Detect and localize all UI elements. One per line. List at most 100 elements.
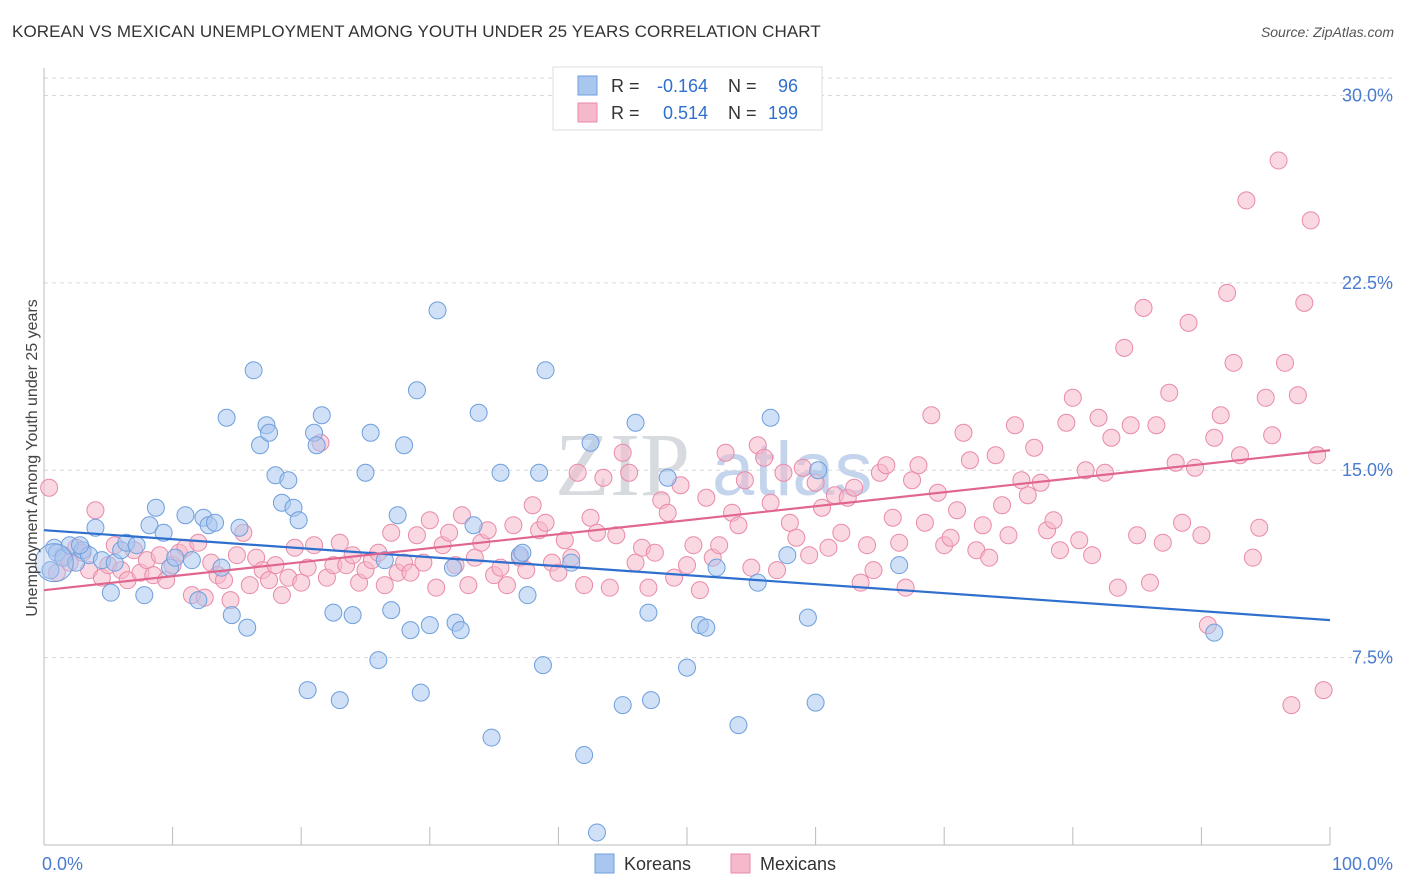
- mexicans-point: [1121, 416, 1140, 435]
- koreans-point: [382, 601, 401, 620]
- koreans-point: [212, 558, 231, 577]
- mexicans-point: [555, 531, 574, 550]
- mexicans-point: [922, 406, 941, 425]
- mexicans-point: [459, 576, 478, 595]
- mexicans-point: [189, 533, 208, 552]
- mexicans-point: [440, 523, 459, 542]
- mexicans-point: [1211, 406, 1230, 425]
- mexicans-point: [793, 458, 812, 477]
- koreans-point: [518, 586, 537, 605]
- mexicans-point: [684, 536, 703, 555]
- x-tick-labels: 0.0% 100.0%: [42, 854, 1393, 874]
- koreans-r-label: R =: [611, 76, 640, 96]
- mexicans-point: [1134, 298, 1153, 317]
- mexicans-point: [1018, 486, 1037, 505]
- mexicans-point: [536, 513, 555, 532]
- koreans-point: [222, 606, 241, 625]
- mexicans-point: [1275, 353, 1294, 372]
- koreans-point: [375, 551, 394, 570]
- koreans-point: [388, 506, 407, 525]
- legend-mexicans-label: Mexicans: [760, 854, 836, 874]
- mexicans-point: [1044, 511, 1063, 530]
- mexicans-point: [645, 543, 664, 562]
- mexicans-point: [305, 536, 324, 555]
- mexicans-point: [690, 581, 709, 600]
- legend-koreans-swatch: [594, 853, 615, 874]
- koreans-n-value: 96: [778, 76, 798, 96]
- koreans-point: [1205, 623, 1224, 642]
- mexicans-point: [710, 536, 729, 555]
- koreans-point: [658, 468, 677, 487]
- koreans-point: [491, 463, 510, 482]
- mexicans-point: [1115, 338, 1134, 357]
- koreans-point: [307, 436, 326, 455]
- mexicans-point: [1025, 438, 1044, 457]
- mexicans-point: [1256, 388, 1275, 407]
- mexicans-point: [1282, 696, 1301, 715]
- koreans-point: [154, 523, 173, 542]
- mexicans-point: [1128, 526, 1147, 545]
- mexicans-point: [768, 561, 787, 580]
- koreans-swatch: [577, 75, 598, 96]
- mexicans-point: [1012, 471, 1031, 490]
- mexicans-point: [587, 523, 606, 542]
- mexicans-point: [1263, 426, 1282, 445]
- koreans-point: [146, 498, 165, 517]
- koreans-point: [251, 436, 270, 455]
- y-tick-label: 30.0%: [1342, 85, 1393, 105]
- koreans-point: [587, 823, 606, 842]
- koreans-point: [451, 621, 470, 640]
- bottom-legend: Koreans Mexicans: [594, 853, 836, 874]
- mexicans-point: [800, 546, 819, 565]
- mexicans-point: [883, 508, 902, 527]
- mexicans-point: [1108, 578, 1127, 597]
- mexicans-point: [240, 576, 259, 595]
- koreans-point: [626, 413, 645, 432]
- mexicans-point: [1057, 413, 1076, 432]
- koreans-point: [428, 301, 447, 320]
- mexicans-point: [1173, 513, 1192, 532]
- mexicans-point: [1301, 211, 1320, 230]
- koreans-point: [182, 551, 201, 570]
- mexicans-point: [761, 493, 780, 512]
- axes: [43, 68, 1331, 846]
- koreans-point: [361, 423, 380, 442]
- koreans-point: [140, 516, 159, 535]
- mexicans-point: [1140, 573, 1159, 592]
- koreans-point: [176, 506, 195, 525]
- mexicans-point: [755, 448, 774, 467]
- mexicans-point: [658, 503, 677, 522]
- mexicans-trend-line: [43, 449, 1331, 592]
- mexicans-swatch: [577, 102, 598, 123]
- mexicans-point: [272, 586, 291, 605]
- koreans-point: [135, 586, 154, 605]
- mexicans-point: [999, 526, 1018, 545]
- mexicans-point: [941, 528, 960, 547]
- koreans-point: [697, 618, 716, 637]
- koreans-point: [809, 461, 828, 480]
- koreans-point: [641, 691, 660, 710]
- source-credit: Source: ZipAtlas.com: [1260, 24, 1394, 40]
- koreans-point: [127, 536, 146, 555]
- koreans-point: [748, 573, 767, 592]
- koreans-point: [101, 583, 120, 602]
- mexicans-point: [639, 578, 658, 597]
- mexicans-point: [607, 526, 626, 545]
- mexicans-point: [298, 558, 317, 577]
- koreans-r-value: -0.164: [657, 76, 708, 96]
- mexicans-point: [1224, 353, 1243, 372]
- mexicans-point: [568, 463, 587, 482]
- mexicans-point: [1147, 416, 1166, 435]
- mexicans-point: [1314, 681, 1333, 700]
- mexicans-point: [452, 506, 471, 525]
- mexicans-point: [1185, 458, 1204, 477]
- koreans-point: [298, 681, 317, 700]
- stats-legend: R = -0.164 N = 96 R = 0.514 N = 199: [552, 66, 823, 131]
- x-tick-label-max: 100.0%: [1332, 854, 1393, 874]
- koreans-point: [729, 716, 748, 735]
- koreans-point: [407, 381, 426, 400]
- koreans-point: [575, 746, 594, 765]
- mexicans-point: [401, 563, 420, 582]
- mexicans-point: [414, 553, 433, 572]
- mexicans-point: [1005, 416, 1024, 435]
